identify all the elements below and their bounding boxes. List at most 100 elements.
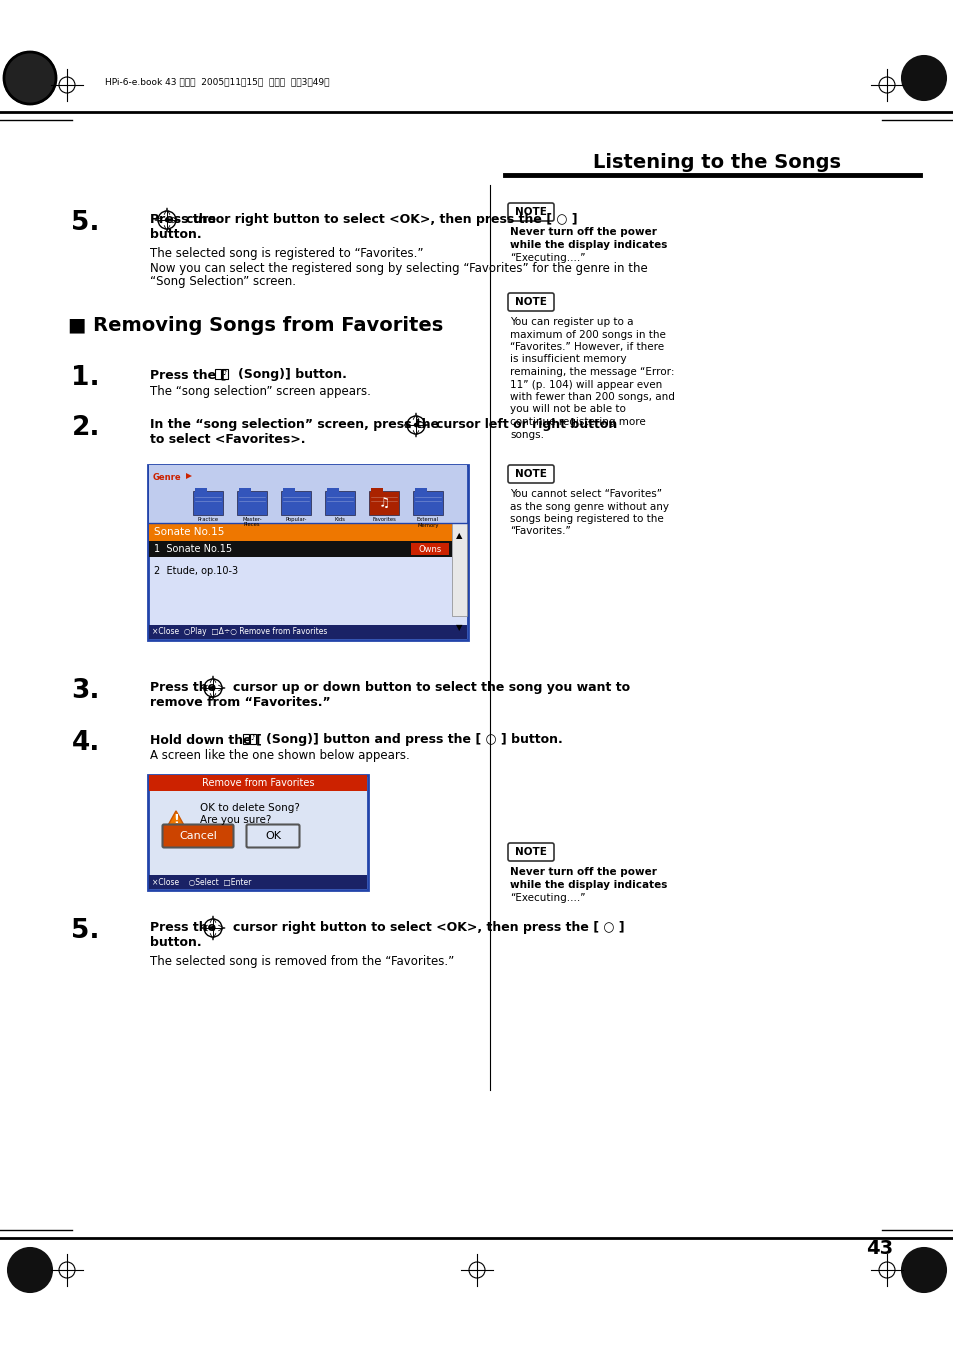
Text: as the song genre without any: as the song genre without any	[510, 501, 668, 512]
Text: remaining, the message “Error:: remaining, the message “Error:	[510, 367, 674, 377]
Bar	[149, 465, 467, 523]
Text: Memory: Memory	[416, 523, 438, 527]
Text: Practice: Practice	[197, 517, 218, 521]
Text: Remove from Favorites: Remove from Favorites	[201, 778, 314, 788]
Text: Sonate No.15: Sonate No.15	[153, 527, 224, 536]
Text: “Executing....”: “Executing....”	[510, 893, 585, 902]
Text: you will not be able to: you will not be able to	[510, 404, 625, 415]
Text: while the display indicates: while the display indicates	[510, 240, 667, 250]
Text: songs.: songs.	[510, 430, 543, 439]
Text: Genre: Genre	[152, 473, 181, 482]
Text: The selected song is registered to “Favorites.”: The selected song is registered to “Favo…	[150, 247, 423, 259]
FancyBboxPatch shape	[507, 203, 554, 222]
FancyBboxPatch shape	[193, 490, 223, 515]
Circle shape	[211, 686, 215, 690]
Text: Master-: Master-	[242, 517, 261, 521]
Text: Never turn off the power: Never turn off the power	[510, 227, 657, 236]
FancyBboxPatch shape	[415, 488, 427, 493]
Text: Pieces: Pieces	[243, 523, 260, 527]
Text: cursor right button to select <OK>, then press the [ ○ ]: cursor right button to select <OK>, then…	[186, 213, 577, 226]
Text: ♪: ♪	[222, 370, 227, 377]
Text: 11” (p. 104) will appear even: 11” (p. 104) will appear even	[510, 380, 661, 389]
Text: maximum of 200 songs in the: maximum of 200 songs in the	[510, 330, 665, 339]
Bar	[149, 775, 367, 790]
FancyBboxPatch shape	[507, 465, 554, 484]
Text: NOTE: NOTE	[515, 297, 546, 307]
Text: !: !	[172, 813, 178, 827]
FancyBboxPatch shape	[413, 490, 442, 515]
Text: ♫: ♫	[378, 497, 389, 509]
Text: Popular-: Popular-	[285, 517, 306, 521]
Bar	[149, 540, 452, 557]
Text: ■ Removing Songs from Favorites: ■ Removing Songs from Favorites	[68, 316, 443, 335]
FancyBboxPatch shape	[250, 735, 255, 744]
Text: cursor right button to select <OK>, then press the [ ○ ]: cursor right button to select <OK>, then…	[233, 921, 624, 934]
Polygon shape	[167, 811, 185, 827]
Text: cursor left or right button: cursor left or right button	[436, 417, 617, 431]
FancyBboxPatch shape	[371, 488, 382, 493]
Text: cursor up or down button to select the song you want to: cursor up or down button to select the s…	[233, 681, 630, 694]
Bar	[411, 543, 449, 555]
FancyBboxPatch shape	[148, 465, 468, 640]
Text: Kids: Kids	[335, 517, 345, 521]
FancyBboxPatch shape	[243, 735, 249, 744]
Bar	[149, 626, 467, 639]
Text: You cannot select “Favorites”: You cannot select “Favorites”	[510, 489, 661, 499]
Circle shape	[8, 1248, 52, 1292]
FancyBboxPatch shape	[281, 490, 311, 515]
FancyBboxPatch shape	[507, 293, 554, 311]
Text: (Song)] button and press the [ ○ ] button.: (Song)] button and press the [ ○ ] butto…	[266, 734, 562, 746]
FancyBboxPatch shape	[194, 488, 207, 493]
Text: 2.: 2.	[71, 415, 100, 440]
FancyBboxPatch shape	[327, 488, 338, 493]
Text: 43: 43	[865, 1239, 893, 1258]
Circle shape	[4, 51, 56, 104]
Text: HPi-6-e.book 43 ページ  2005年11月15日  火曜日  午彈3時49分: HPi-6-e.book 43 ページ 2005年11月15日 火曜日 午彈3時…	[105, 77, 329, 86]
Text: “Executing....”: “Executing....”	[510, 253, 585, 263]
Text: Favorites: Favorites	[372, 517, 395, 521]
Text: NOTE: NOTE	[515, 847, 546, 857]
Text: Now you can select the registered song by selecting “Favorites” for the genre in: Now you can select the registered song b…	[150, 262, 647, 276]
FancyBboxPatch shape	[214, 369, 221, 380]
Text: ♪: ♪	[251, 735, 254, 742]
Polygon shape	[186, 473, 192, 480]
Text: Press the: Press the	[150, 681, 216, 694]
Circle shape	[901, 55, 945, 100]
Text: 5.: 5.	[71, 917, 100, 944]
Bar	[149, 523, 452, 540]
Circle shape	[901, 1248, 945, 1292]
Circle shape	[414, 423, 417, 427]
FancyBboxPatch shape	[221, 369, 228, 380]
Bar	[452, 523, 467, 616]
FancyBboxPatch shape	[369, 490, 398, 515]
Text: OK: OK	[265, 831, 281, 842]
Text: songs being registered to the: songs being registered to the	[510, 513, 663, 524]
Text: 1  Sonate No.15: 1 Sonate No.15	[153, 544, 232, 554]
FancyBboxPatch shape	[246, 824, 299, 847]
FancyBboxPatch shape	[239, 488, 251, 493]
Text: (Song)] button.: (Song)] button.	[237, 367, 347, 381]
Text: External: External	[416, 517, 438, 521]
FancyBboxPatch shape	[283, 488, 294, 493]
Text: while the display indicates: while the display indicates	[510, 880, 667, 890]
FancyBboxPatch shape	[507, 843, 554, 861]
Text: Hold down the [: Hold down the [	[150, 734, 262, 746]
FancyBboxPatch shape	[148, 775, 368, 890]
FancyBboxPatch shape	[162, 824, 233, 847]
Text: Press the: Press the	[150, 921, 216, 934]
Circle shape	[211, 925, 215, 931]
FancyBboxPatch shape	[236, 490, 267, 515]
Text: with fewer than 200 songs, and: with fewer than 200 songs, and	[510, 392, 674, 403]
Text: The “song selection” screen appears.: The “song selection” screen appears.	[150, 385, 371, 399]
Text: 4.: 4.	[71, 730, 100, 757]
Text: A screen like the one shown below appears.: A screen like the one shown below appear…	[150, 748, 410, 762]
Text: is insufficient memory: is insufficient memory	[510, 354, 626, 365]
Text: OK to delete Song?: OK to delete Song?	[200, 802, 299, 813]
Text: 2  Etude, op.10-3: 2 Etude, op.10-3	[153, 566, 238, 576]
Text: ▲: ▲	[456, 531, 462, 540]
Text: 3.: 3.	[71, 678, 100, 704]
Text: The selected song is removed from the “Favorites.”: The selected song is removed from the “F…	[150, 955, 454, 969]
FancyBboxPatch shape	[325, 490, 355, 515]
Text: Owns: Owns	[418, 544, 441, 554]
Text: 1.: 1.	[71, 365, 100, 390]
